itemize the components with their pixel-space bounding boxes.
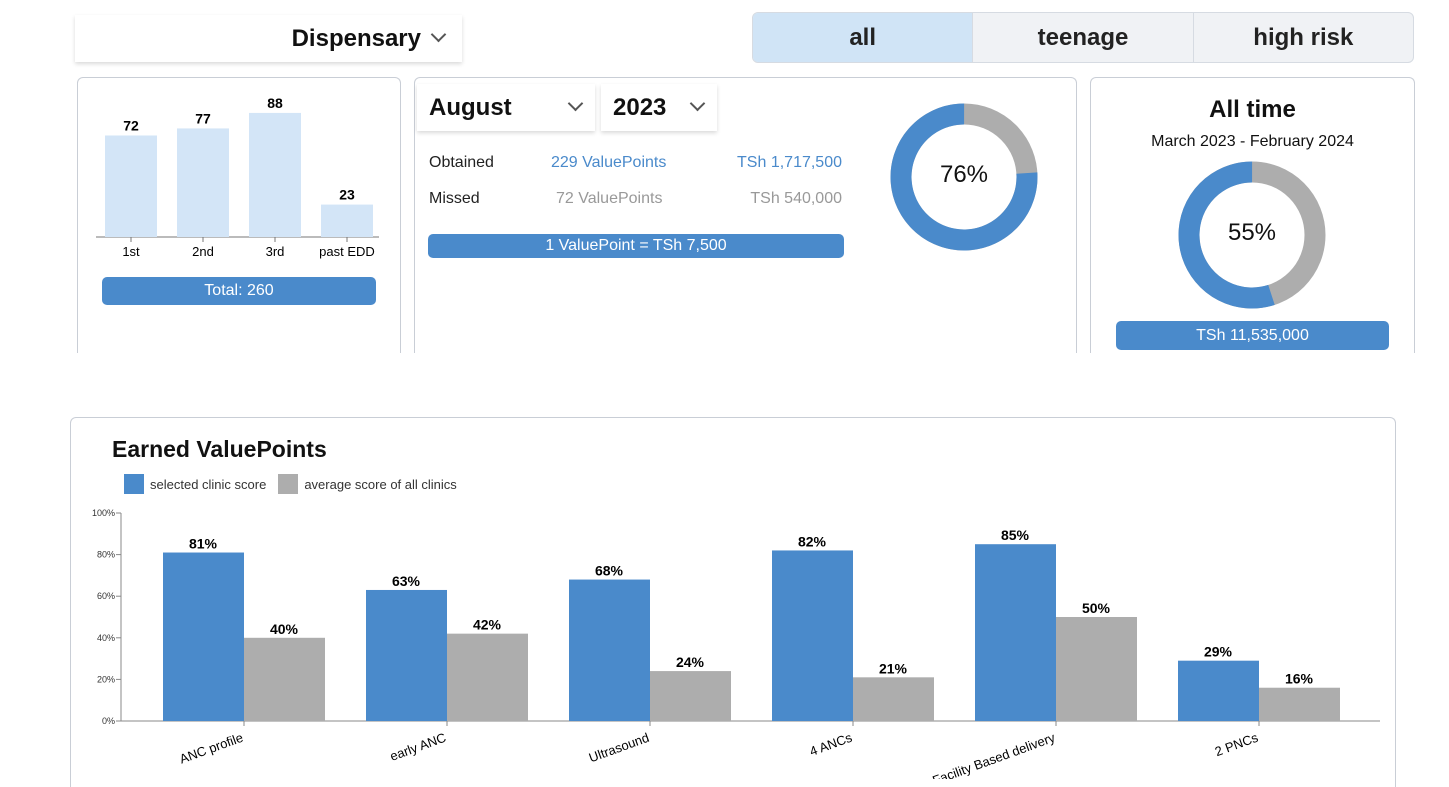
bar-selected bbox=[366, 589, 447, 721]
month-value: August bbox=[429, 93, 512, 121]
legend-label-selected: selected clinic score bbox=[150, 476, 267, 492]
bar-selected bbox=[569, 579, 650, 721]
y-tick-label: 80% bbox=[97, 550, 115, 560]
earned-valuepoints-chart: 0% 20% 40% 60% 80% 100% 81% 40% ANC profile 63% 42… bbox=[92, 508, 1380, 779]
bar-selected bbox=[163, 552, 244, 721]
bar-value-label: 85% bbox=[1001, 527, 1030, 543]
bar-value-label: 50% bbox=[1082, 600, 1111, 616]
tab-high-risk[interactable]: high risk bbox=[1253, 23, 1354, 51]
tab-all[interactable]: all bbox=[753, 13, 974, 62]
monthly-card: August 2023 Obtained 229 ValuePoints TSh… bbox=[414, 77, 1077, 353]
bar bbox=[249, 112, 301, 237]
y-tick-label: 40% bbox=[97, 633, 115, 643]
facility-dropdown-value: Dispensary bbox=[291, 24, 421, 52]
donut-value-arc bbox=[1178, 161, 1326, 309]
y-tick-label: 60% bbox=[97, 591, 115, 601]
bar-selected bbox=[772, 550, 853, 721]
x-tick-label: Facility Based delivery bbox=[930, 730, 1057, 779]
bar-value-label: 16% bbox=[1285, 671, 1314, 687]
legend-swatch-average bbox=[278, 474, 299, 494]
bar-average bbox=[853, 677, 934, 721]
trimester-bar-chart: 72 1st 77 2nd 88 3rd 23 past EDD bbox=[96, 95, 379, 259]
bar-value-label: 21% bbox=[879, 660, 908, 676]
facility-dropdown[interactable]: Dispensary bbox=[75, 15, 462, 62]
x-tick-label: 2nd bbox=[192, 244, 214, 259]
bar-selected bbox=[975, 544, 1056, 721]
all-time-amount: TSh 11,535,000 bbox=[1116, 321, 1389, 350]
chevron-down-icon bbox=[567, 95, 584, 112]
bar-value-label: 42% bbox=[473, 617, 502, 633]
bar-value-label: 88 bbox=[267, 95, 283, 111]
all-time-card: All time March 2023 - February 2024 55% … bbox=[1090, 77, 1415, 353]
bar-selected bbox=[1178, 660, 1259, 721]
x-tick-label: early ANC bbox=[388, 730, 448, 764]
x-tick-label: Ultrasound bbox=[587, 730, 651, 766]
bar-value-label: 81% bbox=[189, 536, 218, 552]
monthly-percent: 76% bbox=[939, 161, 989, 188]
x-tick-label: ANC profile bbox=[177, 730, 245, 767]
missed-amount: TSh 540,000 bbox=[750, 190, 842, 207]
chart-title: Earned ValuePoints bbox=[112, 436, 327, 462]
year-value: 2023 bbox=[613, 93, 667, 121]
donut-value-arc bbox=[890, 103, 1038, 251]
all-time-donut bbox=[1178, 161, 1326, 309]
legend: selected clinic score average score of a… bbox=[124, 474, 457, 494]
bar-average bbox=[447, 633, 528, 721]
bar-value-label: 68% bbox=[595, 563, 624, 579]
tab-teenage[interactable]: teenage bbox=[973, 13, 1194, 62]
all-time-range: March 2023 - February 2024 bbox=[1151, 133, 1354, 150]
bar-average bbox=[244, 637, 325, 721]
x-tick-label: 3rd bbox=[266, 244, 285, 259]
year-dropdown[interactable]: 2023 bbox=[601, 84, 717, 131]
bar-average bbox=[650, 671, 731, 721]
bar-value-label: 72 bbox=[123, 117, 139, 133]
trimester-card: 72 1st 77 2nd 88 3rd 23 past EDD Total: 260 bbox=[77, 77, 401, 353]
bar-value-label: 82% bbox=[798, 533, 827, 549]
total-badge: Total: 260 bbox=[102, 277, 376, 305]
bar-average bbox=[1056, 617, 1137, 721]
bar-value-label: 63% bbox=[392, 573, 421, 589]
month-dropdown[interactable]: August bbox=[417, 84, 595, 131]
obtained-points: 229 ValuePoints bbox=[551, 154, 667, 171]
missed-label: Missed bbox=[429, 190, 480, 207]
bar-average bbox=[1259, 687, 1340, 721]
bar-value-label: 23 bbox=[339, 187, 355, 203]
rate-badge: 1 ValuePoint = TSh 7,500 bbox=[428, 234, 844, 258]
legend-swatch-selected bbox=[124, 474, 144, 494]
y-tick-label: 100% bbox=[92, 508, 115, 518]
chevron-down-icon bbox=[430, 26, 447, 43]
patient-group-tabs: all teenage high risk bbox=[752, 12, 1414, 63]
y-tick-label: 20% bbox=[97, 674, 115, 684]
x-tick-label: 2 PNCs bbox=[1213, 730, 1261, 760]
missed-points: 72 ValuePoints bbox=[556, 190, 663, 207]
bar-value-label: 40% bbox=[270, 621, 299, 637]
bar bbox=[321, 204, 373, 237]
chevron-down-icon bbox=[689, 95, 706, 112]
monthly-donut bbox=[890, 103, 1038, 251]
all-time-percent: 55% bbox=[1227, 219, 1277, 246]
obtained-label: Obtained bbox=[429, 154, 494, 171]
x-tick-label: 1st bbox=[122, 244, 140, 259]
bar-value-label: 29% bbox=[1204, 644, 1233, 660]
x-tick-label: 4 ANCs bbox=[807, 730, 854, 759]
obtained-amount: TSh 1,717,500 bbox=[737, 154, 842, 171]
earned-valuepoints-card: Earned ValuePoints selected clinic score… bbox=[70, 417, 1396, 787]
legend-label-average: average score of all clinics bbox=[304, 476, 457, 492]
x-tick-label: past EDD bbox=[319, 244, 375, 259]
bar-value-label: 77 bbox=[195, 110, 211, 126]
bar-value-label: 24% bbox=[676, 654, 705, 670]
bar bbox=[105, 135, 157, 237]
bar bbox=[177, 128, 229, 237]
all-time-title: All time bbox=[1209, 96, 1296, 123]
y-tick-label: 0% bbox=[102, 716, 115, 726]
